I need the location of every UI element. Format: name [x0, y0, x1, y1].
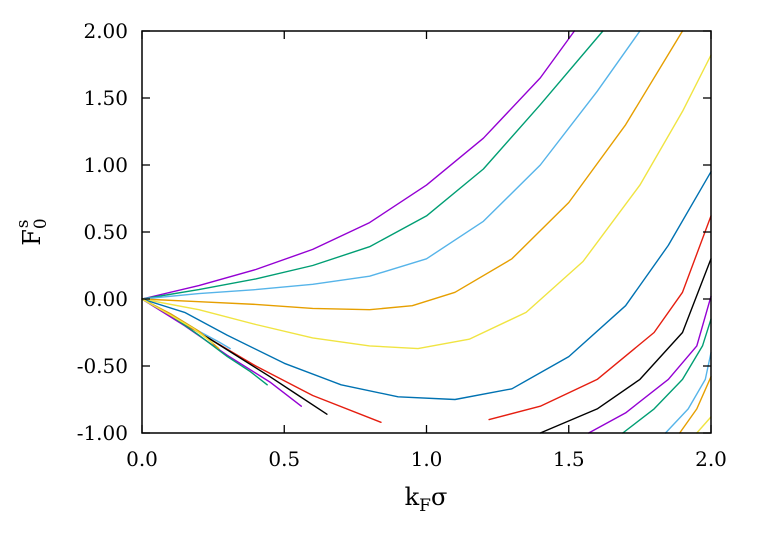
series-line: [141, 30, 604, 300]
series-line: [588, 295, 712, 434]
y-tick-label: 0.50: [83, 220, 128, 244]
y-tick-label: -1.00: [77, 421, 128, 445]
y-axis-label-main: F: [18, 229, 46, 246]
series-line: [141, 30, 684, 311]
series-3: [141, 30, 641, 300]
series-line: [488, 215, 712, 421]
series-2: [141, 30, 604, 300]
y-tick-label: 0.00: [83, 287, 128, 311]
x-tick-label: 0.0: [126, 447, 158, 471]
x-tick-label: 0.5: [268, 447, 300, 471]
plot-frame: [141, 30, 712, 434]
tick-layer: 0.0 0.5 1.0 1.5 2.0 -1.00 -0.50 0.00 0.50 1.00 1.5…: [77, 19, 727, 471]
x-axis-label-sub: F: [419, 496, 431, 516]
y-tick-label: -0.50: [77, 354, 128, 378]
series-line: [679, 376, 712, 434]
y-axis-label-sup: s: [13, 220, 33, 229]
x-axis-label: kFσ: [405, 483, 448, 516]
series-line: [622, 318, 712, 434]
x-tick-label: 1.0: [411, 447, 443, 471]
series-12: [588, 295, 712, 434]
series-6: [141, 171, 712, 401]
series-layer: [141, 30, 712, 434]
series-line: [141, 298, 214, 344]
x-axis-label-tail: σ: [431, 483, 447, 511]
y-tick-label: 1.00: [83, 153, 128, 177]
series-line: [141, 54, 712, 350]
series-19: [141, 298, 214, 344]
series-1: [141, 30, 576, 300]
series-4: [141, 30, 684, 311]
series-20: [696, 416, 712, 434]
x-tick-label: 2.0: [695, 447, 727, 471]
series-10: [539, 258, 712, 434]
y-axis-label-sub: 0: [31, 218, 51, 229]
series-line: [141, 30, 641, 300]
series-line: [141, 30, 576, 300]
x-axis-label-main: k: [405, 483, 420, 511]
series-5: [141, 54, 712, 350]
series-line: [141, 298, 302, 407]
series-8: [488, 215, 712, 421]
series-line: [141, 171, 712, 401]
y-tick-label: 2.00: [83, 19, 128, 43]
x-tick-label: 1.5: [553, 447, 585, 471]
y-axis-label-text: F0s: [13, 218, 51, 245]
y-tick-label: 1.50: [83, 86, 128, 110]
series-18: [679, 376, 712, 434]
y-axis-label: F0s: [13, 218, 51, 245]
series-11: [141, 298, 302, 407]
series-line: [696, 416, 712, 434]
series-line: [539, 258, 712, 434]
series-14: [622, 318, 712, 434]
